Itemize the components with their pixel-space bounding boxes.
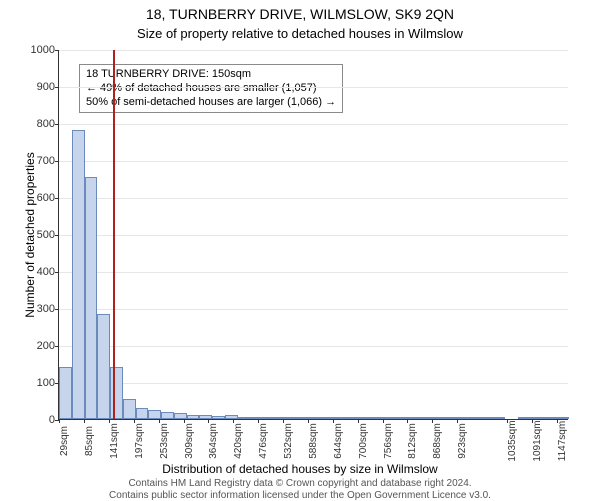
histogram-bar <box>480 417 493 419</box>
histogram-bar <box>378 417 391 419</box>
gridline <box>59 50 568 51</box>
x-axis-label: Distribution of detached houses by size … <box>0 462 600 476</box>
xtick-label: 253sqm <box>159 423 170 459</box>
xtick-label: 1091sqm <box>532 420 543 461</box>
annotation-line-2: ← 49% of detached houses are smaller (1,… <box>86 82 336 96</box>
y-axis-label: Number of detached properties <box>23 135 37 335</box>
ytick-mark <box>55 124 59 125</box>
histogram-bar <box>59 367 72 419</box>
xtick-label: 364sqm <box>208 423 219 459</box>
xtick-label: 476sqm <box>258 423 269 459</box>
xtick-label: 700sqm <box>358 423 369 459</box>
ytick-label: 0 <box>49 414 55 426</box>
ytick-mark <box>55 272 59 273</box>
histogram-bar <box>416 417 429 419</box>
histogram-bar <box>403 417 416 419</box>
footnote-2: Contains public sector information licen… <box>0 490 600 501</box>
histogram-bar <box>518 417 531 419</box>
ytick-mark <box>55 87 59 88</box>
ytick-label: 600 <box>37 192 55 204</box>
ytick-label: 900 <box>37 81 55 93</box>
xtick-label: 1035sqm <box>507 420 518 461</box>
xtick-label: 532sqm <box>283 423 294 459</box>
annotation-line-3: 50% of semi-detached houses are larger (… <box>86 96 336 110</box>
gridline <box>59 87 568 88</box>
xtick-label: 1147sqm <box>557 421 568 461</box>
ytick-label: 400 <box>37 266 55 278</box>
xtick-label: 420sqm <box>233 423 244 459</box>
xtick-mark <box>84 419 85 423</box>
histogram-bar <box>263 417 276 419</box>
xtick-label: 644sqm <box>333 423 344 459</box>
xtick-label: 923sqm <box>457 423 468 459</box>
ytick-mark <box>55 346 59 347</box>
page-title: 18, TURNBERRY DRIVE, WILMSLOW, SK9 2QN <box>0 6 600 22</box>
xtick-label: 309sqm <box>184 423 195 459</box>
ytick-label: 500 <box>37 229 55 241</box>
histogram-bar <box>544 417 557 419</box>
histogram-bar <box>340 417 353 419</box>
gridline <box>59 124 568 125</box>
histogram-bar <box>187 415 200 419</box>
histogram-bar <box>161 412 174 419</box>
gridline <box>59 346 568 347</box>
histogram-bar <box>199 415 212 419</box>
histogram-bar <box>238 417 251 419</box>
footnote-1: Contains HM Land Registry data © Crown c… <box>0 478 600 489</box>
histogram-bar <box>250 417 263 419</box>
gridline <box>59 309 568 310</box>
xtick-label: 141sqm <box>109 423 120 459</box>
histogram-bar <box>493 417 506 419</box>
histogram-bar <box>442 417 455 419</box>
histogram-plot: 18 TURNBERRY DRIVE: 150sqm ← 49% of deta… <box>58 50 568 420</box>
xtick-label: 868sqm <box>432 423 443 459</box>
ytick-label: 100 <box>37 377 55 389</box>
marker-line <box>113 50 115 419</box>
histogram-bar <box>72 130 85 419</box>
histogram-bar <box>531 417 544 419</box>
histogram-bar <box>97 314 110 419</box>
histogram-bar <box>365 417 378 419</box>
histogram-bar <box>148 410 161 419</box>
histogram-bar <box>352 417 365 419</box>
ytick-label: 700 <box>37 155 55 167</box>
xtick-label: 85sqm <box>84 426 95 456</box>
xtick-mark <box>59 419 60 423</box>
ytick-mark <box>55 198 59 199</box>
ytick-mark <box>55 309 59 310</box>
ytick-label: 200 <box>37 340 55 352</box>
xtick-label: 588sqm <box>308 423 319 459</box>
gridline <box>59 198 568 199</box>
ytick-label: 800 <box>37 118 55 130</box>
gridline <box>59 272 568 273</box>
ytick-mark <box>55 235 59 236</box>
xtick-label: 29sqm <box>59 426 70 456</box>
ytick-label: 300 <box>37 303 55 315</box>
annotation-line-1: 18 TURNBERRY DRIVE: 150sqm <box>86 68 336 82</box>
ytick-label: 1000 <box>31 44 55 56</box>
histogram-bar <box>212 416 225 419</box>
gridline <box>59 383 568 384</box>
page-subtitle: Size of property relative to detached ho… <box>0 26 600 41</box>
histogram-bar <box>467 417 480 419</box>
histogram-bar <box>556 417 569 419</box>
xtick-label: 197sqm <box>134 423 145 459</box>
ytick-mark <box>55 50 59 51</box>
histogram-bar <box>85 177 98 419</box>
histogram-bar <box>429 417 442 419</box>
ytick-mark <box>55 161 59 162</box>
histogram-bar <box>289 417 302 419</box>
histogram-bar <box>136 408 149 419</box>
xtick-label: 756sqm <box>383 423 394 459</box>
histogram-bar <box>391 417 404 419</box>
histogram-bar <box>123 399 136 419</box>
histogram-bar <box>225 415 238 419</box>
histogram-bar <box>314 417 327 419</box>
annotation-box: 18 TURNBERRY DRIVE: 150sqm ← 49% of deta… <box>79 64 343 113</box>
gridline <box>59 235 568 236</box>
xtick-label: 812sqm <box>407 423 418 459</box>
gridline <box>59 161 568 162</box>
